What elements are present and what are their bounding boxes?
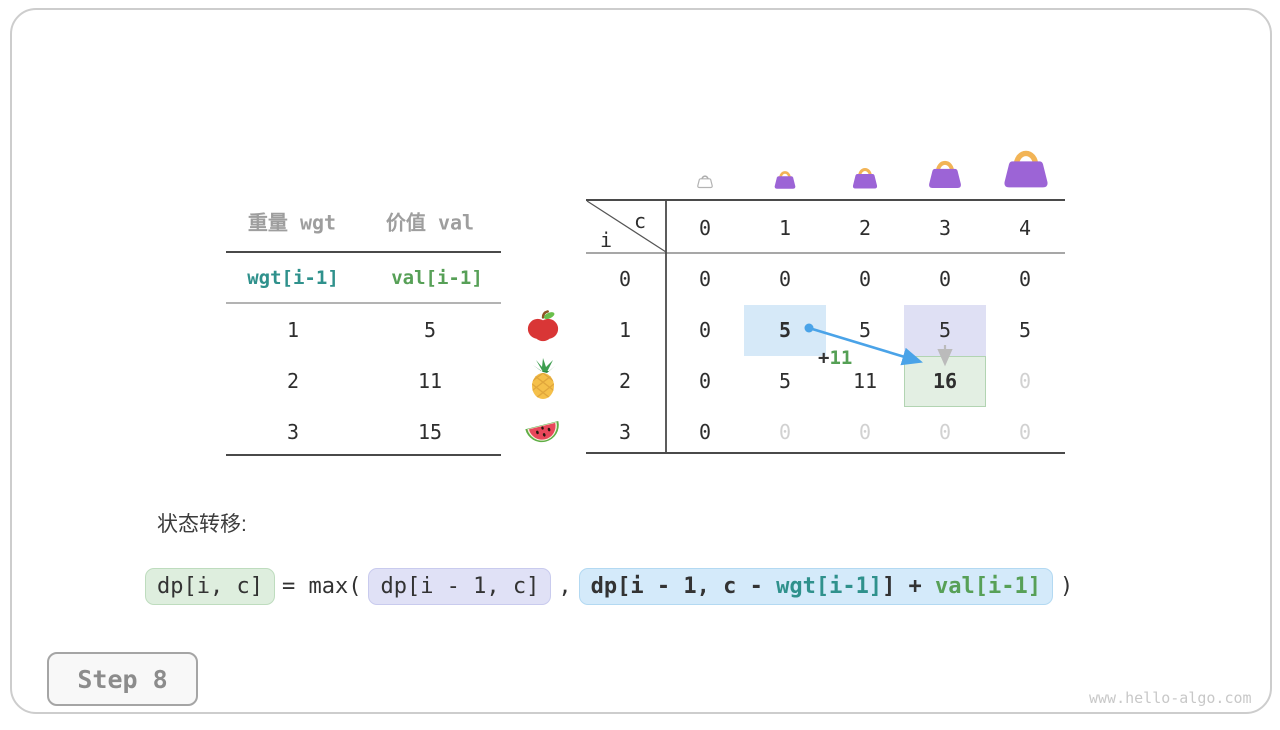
table-rules-and-arrows [226,199,1065,456]
formula-arg2-box: dp[i - 1, c - wgt[i-1]] + val[i-1] [578,568,1054,605]
dp-cell: 16 [932,369,958,393]
formula-close-paren: ) [1060,574,1074,599]
formula-arg2-wgt: wgt[i-1] [776,574,883,599]
bag-icon [929,160,961,189]
item-weight: 1 [286,318,300,342]
dp-cell: 0 [778,267,792,291]
dp-cell: 0 [938,420,952,444]
dp-cell: 0 [1018,267,1032,291]
dp-col-header: 1 [778,216,792,240]
dp-cell: 0 [938,267,952,291]
item-weight: 2 [286,369,300,393]
dp-col-header: 0 [698,216,712,240]
dp-cell: 0 [1018,420,1032,444]
diagram-card: 重量 wgt 价值 val wgt[i-1] val[i-1] 1 5 2 11 3 15 [10,8,1272,714]
dp-cell: 5 [858,318,872,342]
add-value-annotation: +11 [818,347,852,369]
dp-cell: 5 [778,318,792,342]
apple-icon [527,310,559,342]
added-value: 11 [829,347,853,369]
dp-cell: 0 [698,420,712,444]
watermelon-icon [525,421,559,443]
site-watermark: www.hello-algo.com [1089,689,1252,707]
dp-cell: 5 [1018,318,1032,342]
dp-cell: 0 [778,420,792,444]
item-value: 5 [423,318,437,342]
items-val-formula: val[i-1] [391,267,483,289]
dp-cell: 0 [858,420,872,444]
items-col1-header: 重量 wgt [247,210,337,235]
item-weight: 3 [286,420,300,444]
item-value: 11 [417,369,443,393]
state-transition-formula: dp[i, c] = max( dp[i - 1, c] , dp[i - 1,… [145,568,1073,605]
items-col2-header: 价值 val [385,210,475,235]
formula-arg1-box: dp[i - 1, c] [368,568,552,605]
bag-icon [1004,150,1048,188]
dp-cell: 0 [1018,369,1032,393]
dp-corner-col-var: c [633,209,647,233]
dp-col-header: 3 [938,216,952,240]
dp-corner-row-var: i [599,228,613,252]
dp-cell: 0 [698,369,712,393]
dp-col-header: 4 [1018,216,1032,240]
formula-arg2-prefix: dp[i - 1, c - [590,574,777,599]
dp-row-header: 1 [618,318,632,342]
dp-col-header: 2 [858,216,872,240]
item-value: 15 [417,420,443,444]
formula-arg2-val: val[i-1] [935,574,1042,599]
bag-icon [774,171,796,189]
bag-icon [852,168,878,189]
dp-cell: 5 [938,318,952,342]
dp-cell: 5 [778,369,792,393]
formula-lhs-box: dp[i, c] [145,568,275,605]
pineapple-icon [532,358,555,399]
dp-cell: 0 [698,318,712,342]
dp-cell: 11 [852,369,878,393]
dp-row-header: 3 [618,420,632,444]
items-wgt-formula: wgt[i-1] [247,267,339,289]
formula-comma: , [558,574,572,599]
corner-diagonal [586,200,667,253]
bag-outline-icon [697,175,713,189]
formula-arg2-mid: ] + [882,574,936,599]
dp-cell: 0 [698,267,712,291]
state-transition-label: 状态转移: [157,513,247,536]
formula-eq-max: = max( [281,574,362,599]
step-badge: Step 8 [47,652,198,706]
dp-row-header: 0 [618,267,632,291]
plus-sign: + [818,347,830,369]
dp-cell: 0 [858,267,872,291]
dp-row-header: 2 [618,369,632,393]
